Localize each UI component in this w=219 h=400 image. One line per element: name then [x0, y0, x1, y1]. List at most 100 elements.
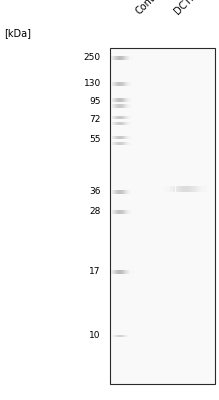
Bar [122, 270, 123, 274]
Bar [123, 82, 124, 86]
Bar [126, 270, 127, 274]
Bar [123, 56, 124, 60]
Bar [116, 56, 117, 60]
Bar [122, 136, 123, 139]
Bar [116, 104, 117, 108]
Bar [118, 122, 119, 125]
Bar [200, 186, 201, 192]
Bar [117, 116, 118, 119]
Bar [130, 334, 131, 338]
Bar [113, 270, 114, 274]
Bar [195, 186, 196, 192]
Bar [130, 116, 131, 119]
Bar [189, 186, 190, 192]
Bar [128, 190, 129, 194]
Bar [113, 142, 114, 145]
Bar [197, 186, 198, 192]
Bar [178, 186, 179, 192]
Bar [115, 270, 116, 274]
Bar [125, 270, 126, 274]
Bar [130, 82, 131, 86]
Bar [127, 334, 128, 338]
Bar [119, 136, 120, 139]
Bar [128, 56, 129, 60]
Bar [174, 186, 175, 192]
Bar [166, 186, 168, 192]
Bar [117, 56, 118, 60]
Bar [192, 186, 193, 192]
Text: 130: 130 [83, 80, 101, 88]
Bar [127, 210, 128, 214]
Bar [124, 136, 125, 139]
Bar [116, 122, 117, 125]
Bar [119, 104, 120, 108]
Bar [123, 122, 124, 125]
Bar [122, 56, 123, 60]
Bar [120, 104, 121, 108]
Bar [118, 142, 119, 145]
Bar [122, 334, 123, 338]
Bar [121, 122, 122, 125]
Bar [119, 190, 120, 194]
Bar [113, 136, 114, 139]
Bar [120, 98, 121, 102]
Bar [118, 190, 119, 194]
Bar [112, 98, 113, 102]
Bar [116, 82, 117, 86]
Bar [121, 334, 122, 338]
Bar [124, 210, 125, 214]
Bar [126, 98, 127, 102]
Bar [129, 82, 130, 86]
Bar [116, 98, 117, 102]
Bar [124, 270, 125, 274]
Bar [118, 104, 119, 108]
Bar [118, 98, 119, 102]
Text: 10: 10 [89, 332, 101, 340]
Bar [131, 56, 132, 60]
Bar [202, 186, 203, 192]
Bar [121, 210, 122, 214]
Bar [118, 56, 119, 60]
Text: 72: 72 [89, 116, 101, 124]
Bar [113, 334, 114, 338]
Bar [120, 82, 121, 86]
Bar [121, 98, 122, 102]
Bar [115, 136, 116, 139]
Bar [119, 56, 120, 60]
Bar [117, 270, 118, 274]
Bar [122, 116, 123, 119]
Bar [128, 122, 129, 125]
Bar [114, 190, 115, 194]
Bar [118, 136, 119, 139]
Bar [126, 56, 127, 60]
Bar [114, 210, 115, 214]
Bar [112, 56, 113, 60]
Bar [113, 56, 114, 60]
Bar [173, 186, 174, 192]
Bar [128, 142, 129, 145]
Bar [113, 104, 114, 108]
Bar [122, 122, 123, 125]
Bar [124, 82, 125, 86]
Bar [130, 136, 131, 139]
Bar [112, 136, 113, 139]
Bar [129, 122, 130, 125]
Bar [177, 186, 178, 192]
Bar [129, 56, 130, 60]
Bar [112, 122, 113, 125]
Text: 17: 17 [89, 268, 101, 276]
Bar [117, 122, 118, 125]
Bar [122, 190, 123, 194]
Bar [115, 116, 116, 119]
Bar [123, 98, 124, 102]
Bar [125, 122, 126, 125]
Bar [201, 186, 202, 192]
Bar [121, 190, 122, 194]
Bar [131, 270, 132, 274]
Bar [191, 186, 192, 192]
Bar [118, 270, 119, 274]
Bar [113, 122, 114, 125]
Bar [112, 270, 113, 274]
Bar [130, 122, 131, 125]
Bar [112, 210, 113, 214]
